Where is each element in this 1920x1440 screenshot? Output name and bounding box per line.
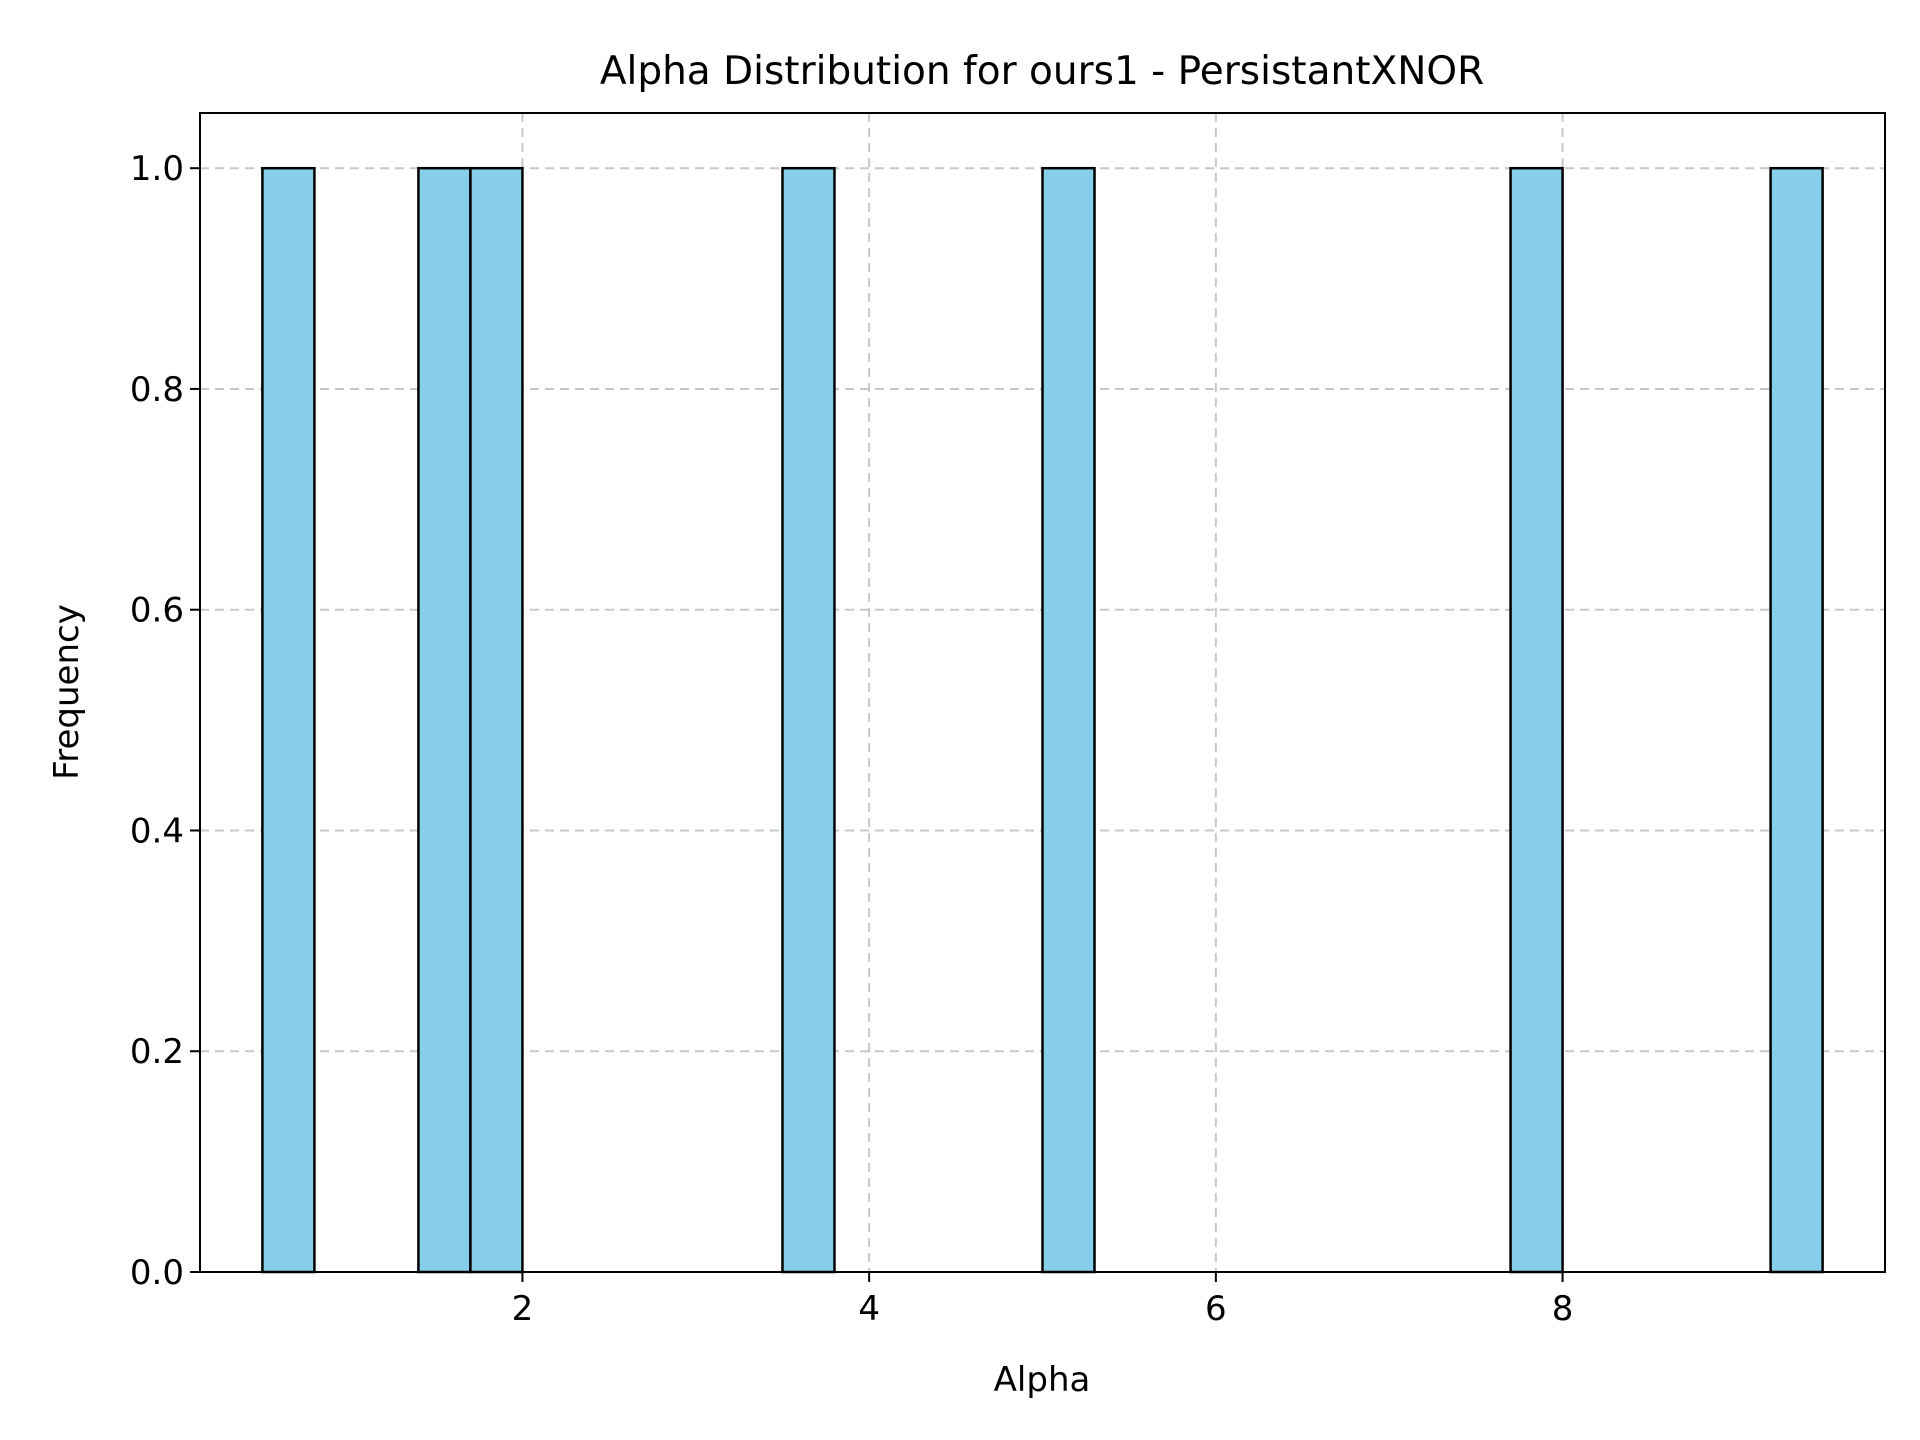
y-tick-label: 0.2 (130, 1032, 184, 1072)
histogram-bar (261, 166, 316, 1274)
x-tick-label: 6 (1205, 1289, 1227, 1329)
y-tick-label: 1.0 (130, 149, 184, 189)
histogram-bars (261, 166, 1824, 1274)
y-tick-label: 0.0 (130, 1253, 184, 1293)
y-tick-label: 0.4 (130, 811, 184, 851)
histogram-bar (1041, 166, 1096, 1274)
histogram-bar (1769, 166, 1824, 1274)
x-tick-label: 8 (1552, 1289, 1574, 1329)
histogram-bar (781, 166, 836, 1274)
y-tick-label: 0.6 (130, 591, 184, 631)
histogram-bar (469, 166, 524, 1274)
plot-frame (199, 112, 1886, 1273)
axis-ticks: 2 4 6 8 0.0 0.2 0.4 0.6 0.8 1.0 (130, 149, 1573, 1329)
y-axis-label: Frequency (47, 604, 87, 780)
x-tick-label: 2 (512, 1289, 534, 1329)
y-tick-label: 0.8 (130, 370, 184, 410)
x-axis-label: Alpha (994, 1360, 1091, 1400)
chart-title: Alpha Distribution for ours1 - Persistan… (600, 49, 1484, 94)
x-tick-label: 4 (858, 1289, 880, 1329)
histogram-bar (1509, 166, 1564, 1274)
histogram-bar (417, 166, 472, 1274)
